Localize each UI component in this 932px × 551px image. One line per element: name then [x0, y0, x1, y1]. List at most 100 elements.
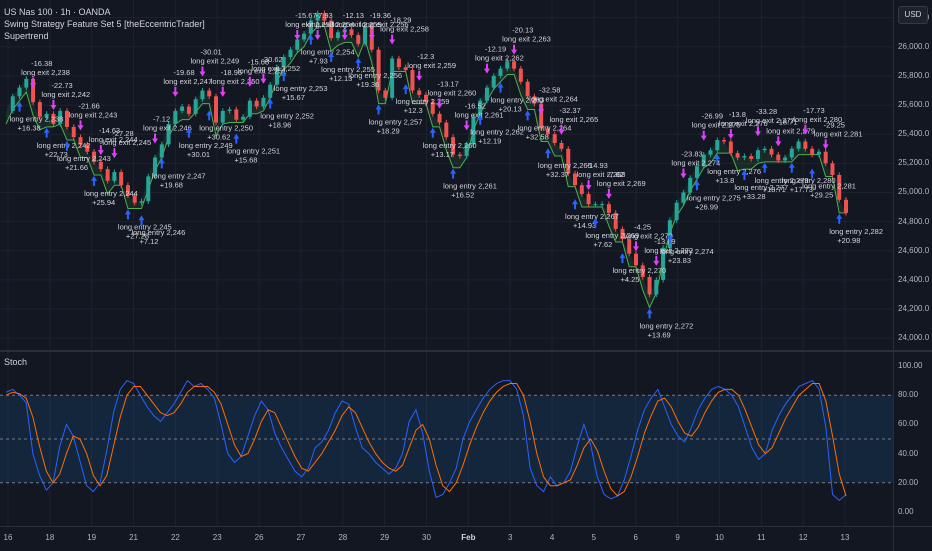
- candle[interactable]: [17, 87, 22, 97]
- candle[interactable]: [383, 90, 388, 98]
- candle[interactable]: [457, 154, 462, 157]
- candle[interactable]: [749, 156, 754, 159]
- candle[interactable]: [573, 173, 578, 186]
- candle[interactable]: [640, 265, 645, 277]
- candle[interactable]: [430, 102, 435, 114]
- trade-entry-marker[interactable]: long entry 2,256+19.36: [348, 57, 402, 89]
- candle[interactable]: [24, 78, 29, 88]
- candle[interactable]: [579, 185, 584, 194]
- candle[interactable]: [437, 113, 442, 123]
- candle[interactable]: [600, 204, 605, 206]
- candle[interactable]: [105, 169, 110, 181]
- candle[interactable]: [322, 13, 327, 21]
- trade-entry-marker[interactable]: long entry 2,270+4.25: [612, 253, 666, 284]
- stoch-title[interactable]: Stoch: [4, 357, 28, 367]
- candle[interactable]: [112, 172, 117, 181]
- candle[interactable]: [227, 109, 232, 111]
- candle[interactable]: [552, 134, 557, 143]
- pane-divider[interactable]: [0, 350, 932, 352]
- trade-entry-marker[interactable]: long entry 2,263+20.13: [491, 82, 545, 114]
- indicator-title[interactable]: Supertrend: [4, 31, 49, 41]
- candle[interactable]: [71, 126, 76, 138]
- trade-entry-marker[interactable]: long entry 2,249+30.01: [179, 127, 233, 159]
- candle[interactable]: [755, 150, 760, 159]
- currency-button[interactable]: USD: [898, 6, 928, 24]
- candle[interactable]: [647, 276, 652, 295]
- candle[interactable]: [491, 75, 496, 88]
- candle[interactable]: [247, 100, 252, 117]
- candle[interactable]: [207, 90, 212, 97]
- trade-entry-marker[interactable]: long entry 2,251+15.68: [226, 133, 280, 165]
- candle[interactable]: [613, 212, 618, 229]
- candle[interactable]: [634, 253, 638, 266]
- candle[interactable]: [694, 166, 699, 178]
- trade-entry-marker[interactable]: long entry 2,250+30.62: [199, 110, 253, 141]
- trade-entry-marker[interactable]: long entry 2,282+20.98: [829, 213, 883, 245]
- trade-entry-marker[interactable]: long entry 2,246+7.12: [131, 215, 185, 246]
- candle[interactable]: [193, 99, 198, 114]
- candle[interactable]: [735, 153, 740, 158]
- trade-entry-marker[interactable]: long entry 2,238+16.38: [10, 101, 64, 133]
- candle[interactable]: [532, 96, 537, 104]
- candle[interactable]: [444, 122, 449, 138]
- candle[interactable]: [789, 148, 794, 158]
- trade-entry-marker[interactable]: long entry 2,262+12.19: [470, 114, 524, 146]
- candle[interactable]: [37, 102, 42, 117]
- trade-entry-marker[interactable]: long entry 2,276+13.8: [707, 154, 761, 185]
- candle[interactable]: [159, 144, 164, 158]
- candle[interactable]: [837, 175, 842, 200]
- candle[interactable]: [606, 204, 611, 213]
- candle[interactable]: [44, 113, 49, 117]
- candle[interactable]: [688, 177, 693, 193]
- candle[interactable]: [200, 90, 205, 100]
- candle[interactable]: [451, 137, 456, 155]
- candle[interactable]: [186, 106, 191, 114]
- trade-entry-marker[interactable]: long entry 2,265+32.37: [538, 148, 592, 179]
- candle[interactable]: [132, 195, 137, 203]
- candle[interactable]: [166, 124, 171, 145]
- candle[interactable]: [396, 58, 401, 68]
- trade-entry-marker[interactable]: long entry 2,280+17.73: [782, 162, 836, 194]
- trade-entry-marker[interactable]: long entry 2,272+13.69: [640, 308, 694, 339]
- candle[interactable]: [762, 148, 767, 151]
- trade-entry-marker[interactable]: long entry 2,244+25.94: [84, 175, 138, 207]
- candle[interactable]: [783, 157, 788, 161]
- candle[interactable]: [593, 204, 598, 206]
- price-pane[interactable]: long entry 2,238 +16.38 -16.38 long exit 2,…: [0, 0, 893, 350]
- trade-entry-marker[interactable]: long entry 2,261+16.52: [443, 168, 497, 200]
- trade-entry-marker[interactable]: long entry 2,247+19.68: [152, 158, 206, 189]
- candle[interactable]: [288, 49, 293, 57]
- candle[interactable]: [518, 68, 523, 82]
- candle[interactable]: [268, 84, 273, 98]
- stoch-scale[interactable]: 100.00 80.00 60.00 40.00 20.00 0.00: [893, 352, 932, 526]
- candle[interactable]: [525, 81, 530, 97]
- trade-entry-marker[interactable]: long entry 2,252+18.96: [260, 98, 314, 130]
- stoch-chart[interactable]: [0, 352, 893, 526]
- candle[interactable]: [410, 70, 415, 91]
- trade-entry-marker[interactable]: long entry 2,259+12.3: [396, 84, 450, 115]
- trade-entry-marker[interactable]: long entry 2,264+32.58: [518, 110, 572, 141]
- trade-entry-marker[interactable]: long entry 2,255+12.13: [321, 52, 375, 83]
- candle[interactable]: [119, 172, 124, 186]
- candle[interactable]: [78, 137, 83, 145]
- trade-entry-marker[interactable]: long entry 2,267+14.93: [565, 199, 619, 230]
- candle[interactable]: [715, 140, 720, 151]
- candle[interactable]: [315, 13, 320, 21]
- candle[interactable]: [85, 144, 90, 152]
- candle[interactable]: [98, 161, 103, 170]
- stoch-pane[interactable]: Stoch: [0, 352, 893, 526]
